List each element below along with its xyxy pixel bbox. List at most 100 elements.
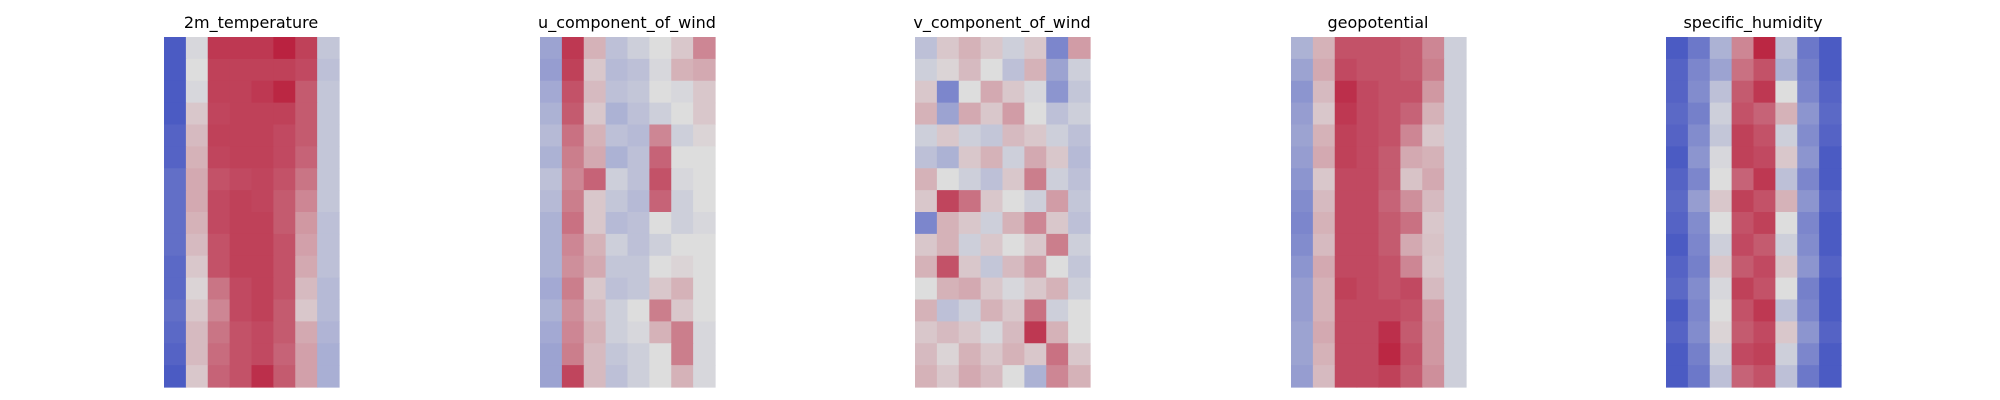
- heatmap-cell: [1422, 233, 1445, 257]
- heatmap-cell: [980, 299, 1004, 322]
- heatmap-cell: [958, 321, 982, 344]
- heatmap-cell: [1312, 299, 1336, 322]
- heatmap-cell: [1356, 102, 1380, 126]
- heatmap-cell: [980, 321, 1004, 344]
- heatmap-cell: [1753, 168, 1776, 191]
- heatmap-cell: [1334, 37, 1358, 60]
- heatmap-cell: [936, 168, 960, 191]
- heatmap-cell: [295, 255, 318, 279]
- heatmap-cell: [317, 365, 340, 388]
- heatmap-cell: [317, 321, 340, 344]
- heatmap-cell: [229, 168, 253, 191]
- heatmap-cell: [627, 233, 650, 257]
- heatmap-cell: [1422, 212, 1445, 235]
- heatmap-cell: [317, 190, 340, 213]
- heatmap-cell: [1709, 321, 1733, 344]
- heatmap-cell: [1334, 58, 1358, 82]
- heatmap-cell: [229, 37, 253, 60]
- heatmap-cell: [185, 321, 209, 344]
- heatmap-cell: [605, 168, 629, 191]
- heatmap-cell: [185, 212, 209, 235]
- heatmap-cell: [671, 255, 694, 279]
- heatmap-cell: [1356, 277, 1380, 301]
- heatmap-cell: [317, 212, 340, 235]
- heatmap-cell: [1775, 299, 1798, 322]
- heatmap-cell: [295, 343, 318, 366]
- heatmap-cell: [583, 168, 607, 191]
- heatmap-cell: [605, 190, 629, 213]
- heatmap-cell: [1334, 80, 1358, 104]
- heatmap-cell: [1024, 124, 1047, 147]
- heatmap-cell: [540, 146, 563, 169]
- heatmap-cell: [1731, 299, 1755, 322]
- heatmap-cell: [1819, 102, 1842, 126]
- heatmap-cell: [295, 146, 318, 169]
- heatmap-cell: [207, 343, 231, 366]
- heatmap-cell: [627, 80, 650, 104]
- heatmap-cell: [1753, 343, 1776, 366]
- heatmap-cell: [273, 102, 296, 126]
- heatmap-cell: [1687, 255, 1711, 279]
- heatmap-cell: [605, 80, 629, 104]
- heatmap-cell: [1422, 277, 1445, 301]
- heatmap-cell: [1709, 365, 1733, 388]
- heatmap-cell: [1312, 365, 1336, 388]
- heatmap-cell: [649, 58, 672, 82]
- heatmap-cell: [1291, 37, 1314, 60]
- heatmap-cell: [295, 212, 318, 235]
- heatmap-cell: [649, 277, 672, 301]
- heatmap-cell: [1666, 343, 1689, 366]
- heatmap-cell: [980, 124, 1004, 147]
- heatmap-cell: [273, 233, 296, 257]
- heatmap-cell: [1068, 277, 1091, 301]
- panel-v-component-of-wind: v_component_of_wind: [913, 13, 1091, 388]
- heatmap-cell: [936, 365, 960, 388]
- heatmap-cell: [1378, 299, 1401, 322]
- heatmap-cell: [1444, 321, 1467, 344]
- heatmap-cell: [693, 212, 716, 235]
- heatmap-cell: [207, 277, 231, 301]
- heatmap-cell: [561, 212, 585, 235]
- heatmap-cell: [649, 299, 672, 322]
- heatmap-cell: [561, 343, 585, 366]
- heatmap-cell: [605, 102, 629, 126]
- heatmap-cell: [583, 102, 607, 126]
- heatmap-cell: [1709, 212, 1733, 235]
- heatmap-cell: [649, 146, 672, 169]
- heatmap-cell: [1356, 255, 1380, 279]
- heatmap-cell: [958, 299, 982, 322]
- heatmap-cell: [295, 190, 318, 213]
- heatmap-cell: [1046, 343, 1069, 366]
- heatmap-cell: [1797, 233, 1820, 257]
- heatmap-cell: [980, 343, 1004, 366]
- heatmap-cell: [185, 168, 209, 191]
- heatmap-cell: [671, 124, 694, 147]
- heatmap-cell: [649, 124, 672, 147]
- heatmap-cell: [273, 321, 296, 344]
- heatmap-cell: [1334, 365, 1358, 388]
- heatmap-cell: [1334, 277, 1358, 301]
- heatmap-cell: [295, 102, 318, 126]
- heatmap-cell: [915, 102, 938, 126]
- heatmap-cell: [540, 80, 563, 104]
- heatmap-cell: [1378, 37, 1401, 60]
- heatmap-cell: [1002, 190, 1025, 213]
- heatmap-cell: [1797, 299, 1820, 322]
- heatmap-cell: [1687, 299, 1711, 322]
- heatmap-cell: [1819, 255, 1842, 279]
- heatmap-cell: [207, 124, 231, 147]
- panel-title: specific_humidity: [1683, 13, 1822, 33]
- heatmap-cell: [1400, 255, 1423, 279]
- heatmap-cell: [1666, 277, 1689, 301]
- heatmap-cell: [1753, 277, 1776, 301]
- heatmap-cell: [185, 277, 209, 301]
- heatmap-cell: [583, 146, 607, 169]
- heatmap-cell: [649, 190, 672, 213]
- heatmap-cell: [1819, 124, 1842, 147]
- heatmap-cell: [1291, 233, 1314, 257]
- heatmap-cell: [1068, 58, 1091, 82]
- heatmap-cell: [649, 168, 672, 191]
- panel-title: geopotential: [1328, 13, 1429, 32]
- heatmap-cell: [273, 255, 296, 279]
- heatmap-cell: [164, 124, 187, 147]
